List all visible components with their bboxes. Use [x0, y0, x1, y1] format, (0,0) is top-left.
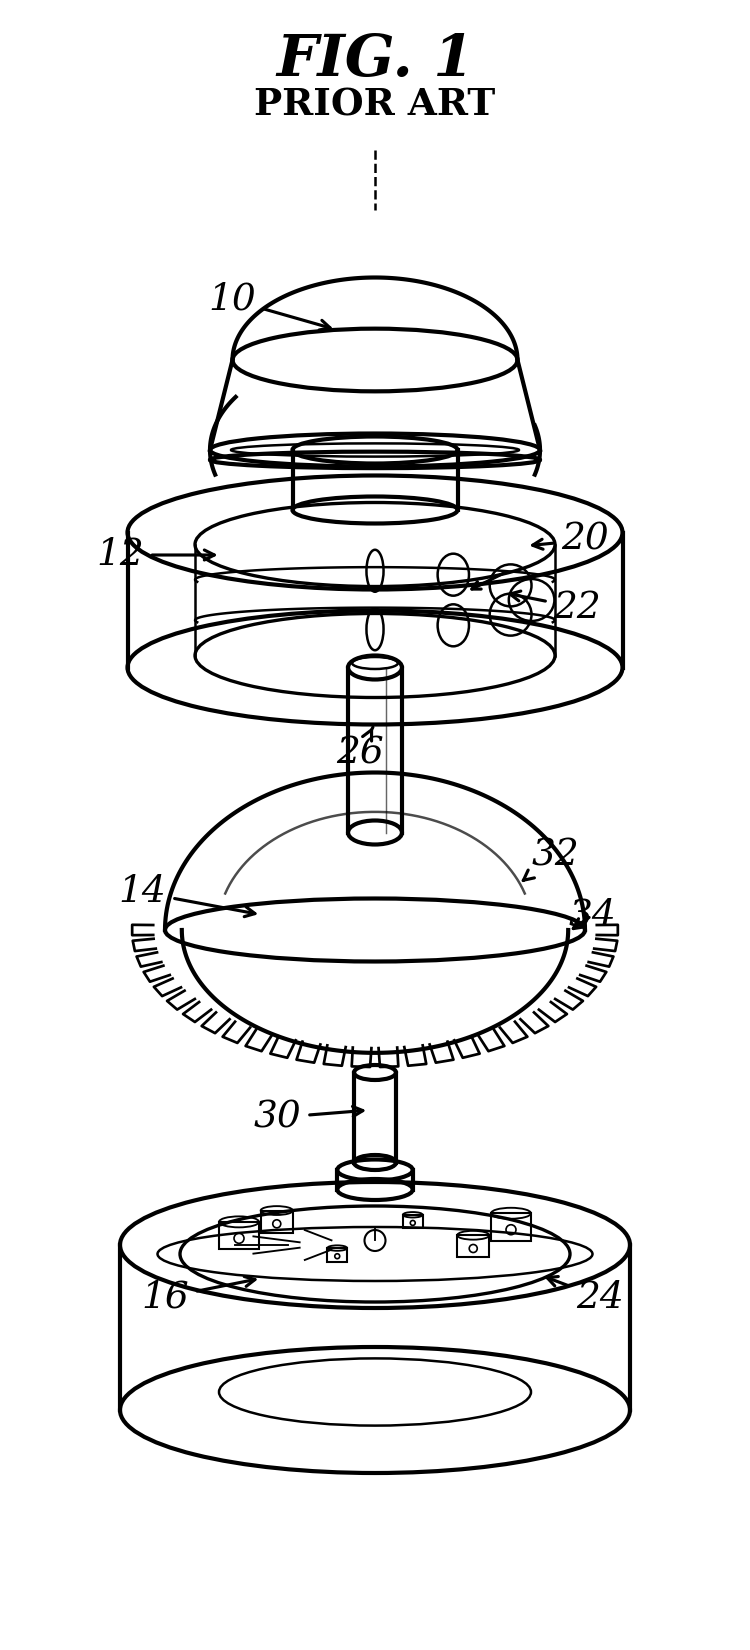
Bar — [403, 1214, 423, 1228]
Text: 26: 26 — [336, 728, 384, 771]
Bar — [219, 1223, 259, 1249]
Text: FIG. 1: FIG. 1 — [276, 31, 474, 87]
Text: PRIOR ART: PRIOR ART — [254, 86, 496, 124]
Text: 32: 32 — [523, 837, 579, 881]
Bar — [261, 1211, 292, 1233]
Text: 10: 10 — [209, 282, 330, 330]
Text: 34: 34 — [568, 898, 616, 932]
Text: 20: 20 — [532, 521, 609, 558]
Bar — [458, 1236, 489, 1257]
Text: 30: 30 — [254, 1099, 363, 1135]
Bar — [491, 1213, 531, 1241]
Text: 22: 22 — [510, 589, 602, 625]
Text: 24: 24 — [548, 1277, 624, 1315]
Text: 14: 14 — [118, 874, 255, 917]
Bar — [327, 1247, 347, 1262]
Text: 16: 16 — [141, 1277, 255, 1315]
Text: 12: 12 — [96, 536, 214, 573]
